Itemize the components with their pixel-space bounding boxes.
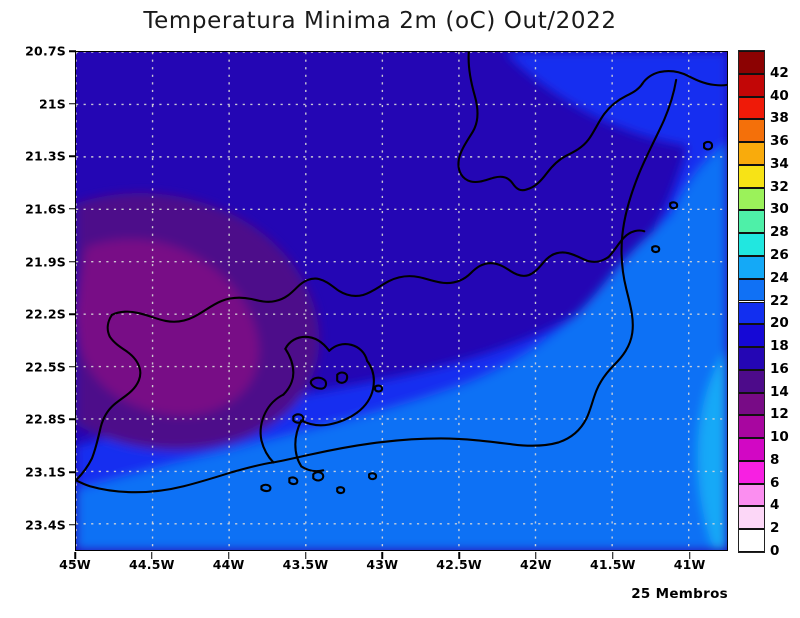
colorbar-band (739, 392, 764, 416)
colorbar-band (739, 233, 764, 256)
colorbar-band (739, 369, 764, 393)
colorbar-tick-label: 42 (770, 64, 789, 81)
colorbar-tick-label: 34 (770, 155, 789, 172)
y-tick (69, 50, 76, 52)
colorbar-band (739, 506, 764, 530)
colorbar-band (739, 164, 764, 188)
colorbar-band (739, 96, 764, 120)
x-axis-label: 41W (673, 557, 706, 572)
colorbar-tick-label: 12 (770, 406, 789, 423)
colorbar-band (739, 347, 764, 370)
colorbar-tick-label: 30 (770, 201, 789, 218)
colorbar-band (739, 142, 764, 165)
colorbar-tick-label: 36 (770, 133, 789, 150)
x-axis-label: 45W (59, 557, 91, 572)
y-axis-label: 21.6S (25, 201, 66, 217)
y-tick (69, 418, 76, 421)
y-tick (69, 523, 76, 526)
colorbar-band (739, 324, 764, 348)
colorbar-tick-label: 20 (770, 315, 789, 332)
y-axis-label: 22.8S (25, 411, 66, 427)
colorbar-tick-label: 14 (770, 383, 789, 400)
colorbar-band (739, 210, 764, 234)
page-title: Temperatura Minima 2m (oC) Out/2022 (143, 8, 617, 34)
y-axis-label: 23.4S (25, 517, 66, 533)
temperature-contour-field (76, 52, 727, 550)
x-axis-label: 43.5W (282, 557, 329, 572)
colorbar-tick-label: 26 (770, 246, 789, 263)
colorbar-band (739, 483, 764, 507)
x-axis-label: 43W (366, 557, 399, 572)
y-axis-label: 22.2S (25, 306, 66, 322)
colorbar-tick-label: 18 (770, 338, 789, 355)
colorbar-band (739, 301, 764, 325)
ensemble-members-label: 25 Membros (631, 586, 728, 602)
colorbar-tick-label: 2 (770, 520, 780, 537)
x-axis-label: 42.5W (436, 557, 482, 572)
y-tick (69, 471, 76, 473)
colorbar-tick-label: 40 (770, 87, 789, 104)
colorbar-tick-label: 22 (770, 292, 789, 309)
y-tick (69, 313, 76, 315)
coastline-and-borders (76, 52, 727, 495)
colorbar-tick-label: 6 (770, 474, 780, 491)
x-axis-label: 41.5W (589, 557, 636, 572)
x-tick (151, 552, 153, 559)
x-tick (535, 552, 537, 559)
x-tick (688, 552, 691, 559)
y-tick (69, 155, 76, 158)
x-tick (612, 552, 614, 559)
y-axis-label: 23.1S (25, 464, 66, 480)
x-axis-label: 44W (212, 557, 245, 572)
x-tick (227, 552, 230, 559)
x-tick (458, 552, 460, 559)
colorbar-tick-label: 38 (770, 110, 789, 127)
colorbar-band (739, 73, 764, 97)
colorbar-band (739, 278, 764, 302)
colorbar-band (739, 187, 764, 211)
colorbar-tick-label: 10 (770, 429, 789, 446)
map-plot-area (75, 51, 728, 551)
colorbar (738, 50, 765, 553)
colorbar-tick-label: 16 (770, 360, 789, 377)
colorbar-tick-label: 24 (770, 269, 789, 286)
colorbar-tick-label: 4 (770, 497, 780, 514)
y-axis-label: 22.5S (25, 359, 66, 375)
colorbar-band (739, 415, 764, 439)
y-axis-label: 21S (39, 96, 66, 112)
x-tick (381, 552, 384, 559)
y-axis-label: 20.7S (25, 43, 66, 59)
y-axis-label: 21.9S (25, 254, 66, 269)
colorbar-band (739, 51, 764, 74)
x-axis-label: 42W (519, 557, 552, 572)
x-tick (74, 552, 76, 559)
x-tick (304, 552, 307, 559)
colorbar-band (739, 119, 764, 143)
colorbar-band (739, 529, 764, 552)
colorbar-tick-label: 32 (770, 178, 789, 195)
colorbar-band (739, 460, 764, 484)
y-axis-label: 21.3S (25, 148, 66, 164)
y-tick (69, 260, 76, 263)
y-tick (69, 208, 76, 210)
colorbar-tick-label: 28 (770, 224, 789, 241)
colorbar-tick-label: 8 (770, 451, 780, 468)
colorbar-tick-label: 0 (770, 543, 780, 559)
y-tick (69, 102, 76, 105)
y-tick (69, 366, 76, 368)
x-axis-label: 44.5W (128, 557, 175, 572)
colorbar-band (739, 255, 764, 279)
colorbar-band (739, 438, 764, 461)
